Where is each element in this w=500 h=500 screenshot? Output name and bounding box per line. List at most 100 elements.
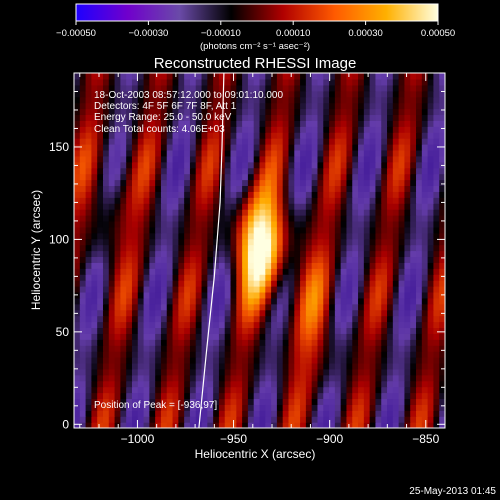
heatmap-cell bbox=[201, 351, 208, 358]
heatmap-cell bbox=[334, 416, 342, 423]
heatmap-cell bbox=[236, 321, 243, 329]
heatmap-cell bbox=[143, 126, 150, 133]
heatmap-cell bbox=[131, 422, 139, 428]
heatmap-cell bbox=[404, 161, 411, 169]
heatmap-cell bbox=[178, 220, 185, 228]
heatmap-cell bbox=[329, 368, 336, 376]
heatmap-cell bbox=[259, 286, 266, 293]
heatmap-cell bbox=[294, 368, 301, 376]
heatmap-cell bbox=[184, 215, 191, 222]
heatmap-cell bbox=[189, 392, 197, 400]
heatmap-cell bbox=[369, 422, 377, 428]
heatmap-cell bbox=[166, 185, 174, 192]
heatmap-cell bbox=[329, 102, 336, 110]
heatmap-cell bbox=[155, 274, 162, 281]
heatmap-cell bbox=[207, 368, 214, 376]
heatmap-cell bbox=[340, 209, 348, 216]
heatmap-cell bbox=[421, 144, 429, 151]
heatmap-cell bbox=[137, 220, 145, 228]
heatmap-cell bbox=[218, 203, 226, 210]
heatmap-cell bbox=[137, 362, 145, 370]
heatmap-cell bbox=[439, 398, 445, 405]
heatmap-cell bbox=[271, 315, 278, 323]
heatmap-cell bbox=[126, 238, 133, 246]
heatmap-cell bbox=[108, 422, 116, 428]
heatmap-cell bbox=[265, 333, 272, 340]
heatmap-cell bbox=[131, 191, 139, 198]
heatmap-cell bbox=[160, 268, 168, 275]
heatmap-cell bbox=[108, 297, 116, 305]
heatmap-cell bbox=[149, 256, 156, 263]
heatmap-cell bbox=[334, 410, 342, 417]
heatmap-cell bbox=[433, 345, 440, 352]
heatmap-cell bbox=[242, 268, 249, 275]
heatmap-cell bbox=[242, 161, 249, 169]
heatmap-cell bbox=[131, 203, 139, 210]
heatmap-cell bbox=[195, 398, 203, 405]
heatmap-cell bbox=[416, 197, 423, 204]
heatmap-cell bbox=[224, 232, 232, 240]
heatmap-cell bbox=[416, 108, 423, 116]
heatmap-cell bbox=[404, 250, 411, 258]
heatmap-cell bbox=[340, 179, 348, 187]
heatmap-cell bbox=[404, 232, 411, 240]
heatmap-cell bbox=[410, 250, 417, 258]
heatmap-cell bbox=[131, 256, 139, 263]
heatmap-cell bbox=[276, 339, 284, 346]
heatmap-cell bbox=[108, 404, 116, 411]
heatmap-cell bbox=[282, 155, 290, 163]
heatmap-cell bbox=[166, 268, 174, 275]
heatmap-cell bbox=[404, 173, 411, 181]
heatmap-cell bbox=[276, 392, 284, 400]
heatmap-cell bbox=[97, 220, 104, 228]
heatmap-cell bbox=[201, 114, 208, 121]
heatmap-cell bbox=[178, 368, 185, 376]
heatmap-cell bbox=[329, 339, 336, 346]
heatmap-cell bbox=[340, 274, 348, 281]
heatmap-cell bbox=[340, 149, 348, 157]
heatmap-cell bbox=[91, 392, 98, 400]
heatmap-cell bbox=[97, 315, 104, 323]
heatmap-cell bbox=[294, 90, 301, 98]
heatmap-cell bbox=[387, 215, 394, 222]
heatmap-cell bbox=[120, 232, 127, 240]
heatmap-cell bbox=[259, 215, 266, 222]
heatmap-cell bbox=[178, 386, 185, 394]
heatmap-cell bbox=[398, 398, 406, 405]
heatmap-cell bbox=[207, 96, 214, 104]
heatmap-cell bbox=[155, 374, 162, 382]
heatmap-cell bbox=[421, 368, 429, 376]
heatmap-cell bbox=[439, 191, 445, 198]
heatmap-cell bbox=[294, 84, 301, 92]
heatmap-cell bbox=[172, 226, 179, 234]
heatmap-cell bbox=[439, 345, 445, 352]
heatmap-cell bbox=[242, 102, 249, 110]
heatmap-cell bbox=[172, 333, 179, 340]
heatmap-cell bbox=[184, 410, 191, 417]
heatmap-cell bbox=[363, 410, 371, 417]
heatmap-cell bbox=[126, 78, 133, 86]
heatmap-cell bbox=[369, 362, 377, 370]
heatmap-cell bbox=[352, 291, 359, 299]
heatmap-cell bbox=[404, 380, 411, 388]
heatmap-cell bbox=[97, 303, 104, 311]
heatmap-cell bbox=[97, 203, 104, 210]
heatmap-cell bbox=[340, 120, 348, 127]
heatmap-cell bbox=[369, 132, 377, 139]
heatmap-cell bbox=[300, 191, 307, 198]
heatmap-cell bbox=[218, 422, 226, 428]
heatmap-cell bbox=[340, 280, 348, 287]
heatmap-cell bbox=[346, 149, 353, 157]
heatmap-cell bbox=[276, 203, 284, 210]
heatmap-cell bbox=[253, 244, 261, 252]
heatmap-cell bbox=[433, 232, 440, 240]
heatmap-cell bbox=[160, 102, 168, 110]
heatmap-cell bbox=[416, 215, 423, 222]
heatmap-cell bbox=[155, 179, 162, 187]
heatmap-cell bbox=[102, 386, 110, 394]
heatmap-cell bbox=[207, 256, 214, 263]
heatmap-cell bbox=[340, 161, 348, 169]
heatmap-cell bbox=[276, 357, 284, 364]
heatmap-cell bbox=[433, 138, 440, 145]
heatmap-cell bbox=[224, 78, 232, 86]
